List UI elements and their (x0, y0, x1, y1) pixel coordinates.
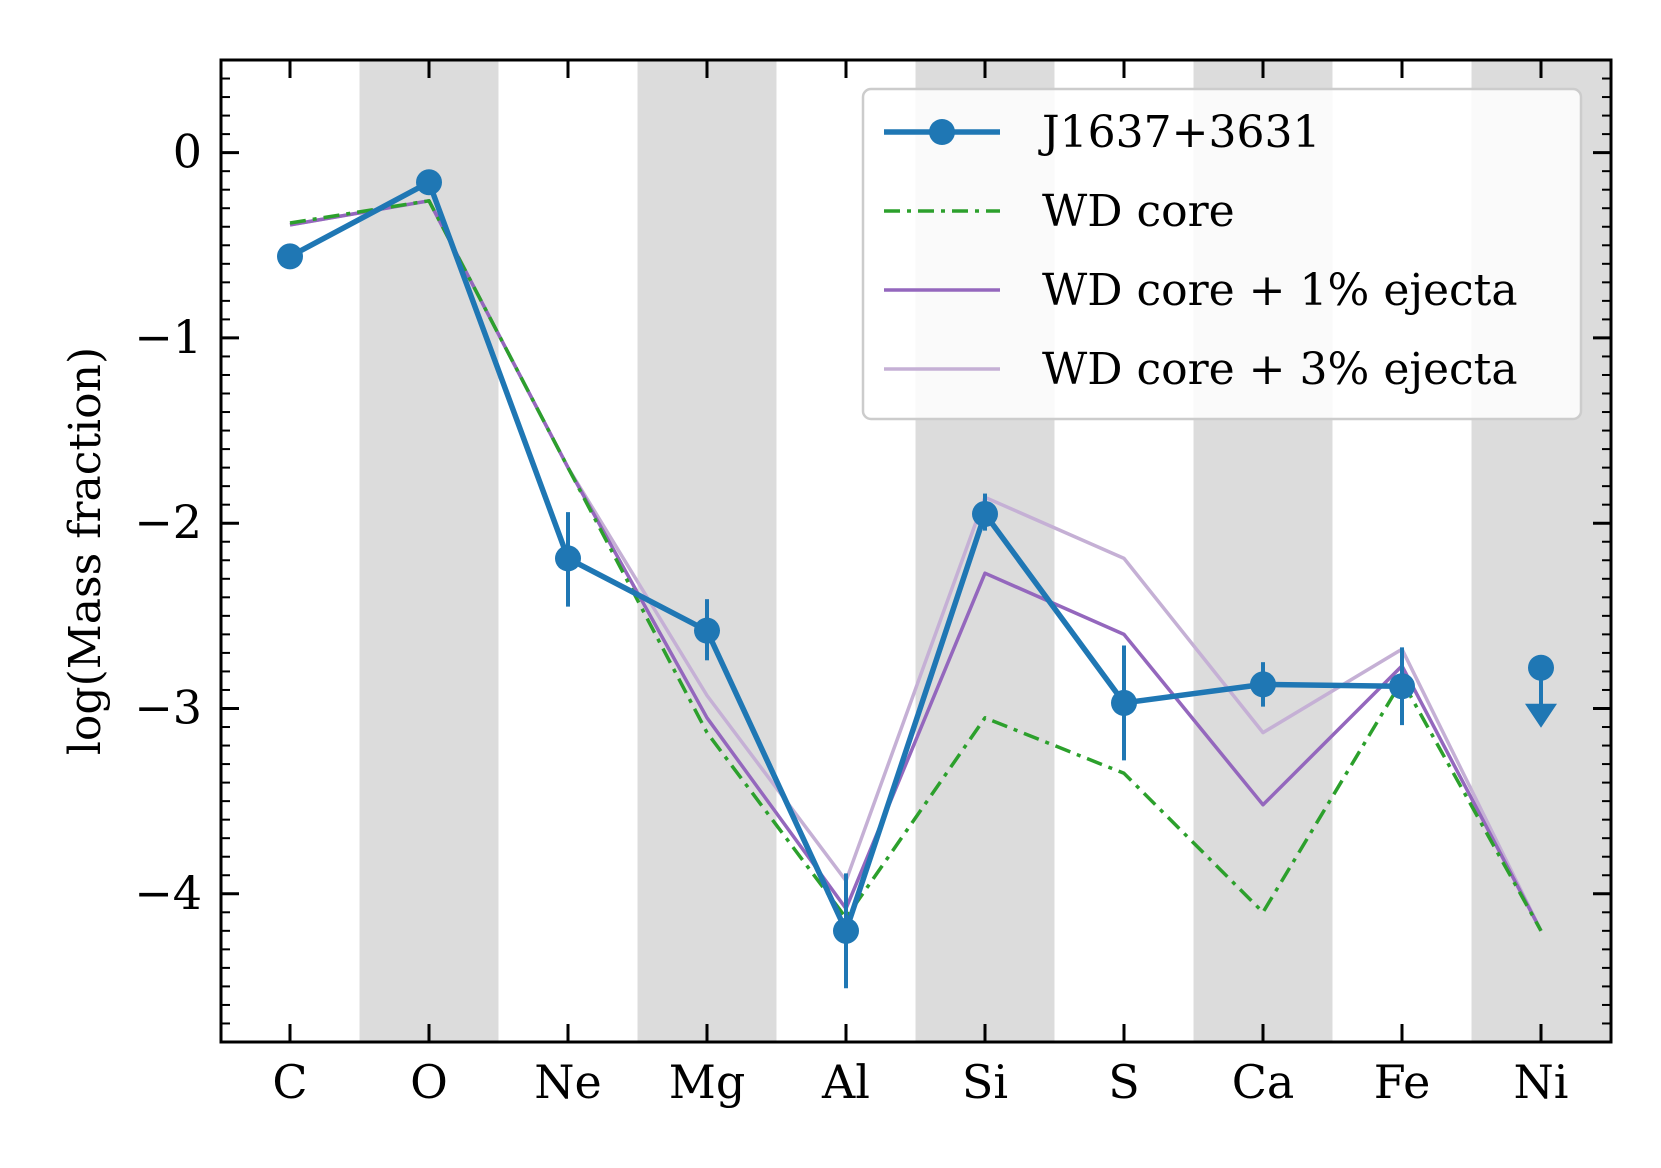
data-point-fe (1389, 673, 1415, 700)
x-tick-label-o: O (410, 1055, 448, 1109)
x-tick-label-c: C (272, 1055, 307, 1109)
legend-label-3: WD core + 3% ejecta (1042, 344, 1518, 395)
x-tick-label-ne: Ne (534, 1055, 601, 1109)
x-tick-label-si: Si (962, 1055, 1008, 1109)
y-tick-label: 0 (173, 125, 202, 179)
band-mg (637, 60, 777, 1042)
legend: J1637+3631 WD core WD core + 1% ejecta WD c… (861, 87, 1583, 421)
x-tick-label-fe: Fe (1374, 1055, 1431, 1109)
plot-frame (219, 58, 1613, 1044)
x-tick-labels: C O Ne Mg Al Si S Ca Fe Ni (272, 1055, 1568, 1109)
data-point-ne (555, 545, 581, 572)
y-tick-label: −3 (134, 680, 202, 734)
x-tick-label-ni: Ni (1514, 1055, 1569, 1109)
legend-box (861, 87, 1583, 421)
x-tick-label-mg: Mg (669, 1055, 746, 1109)
band-o (359, 60, 499, 1042)
data-point-c (277, 243, 303, 270)
y-tick-label: −4 (134, 866, 202, 920)
y-tick-labels: 0 −1 −2 −3 −4 (134, 125, 202, 920)
model-line-series-2 (289, 199, 1543, 932)
model-line-series-1 (289, 199, 1543, 932)
data-point-mg (694, 617, 720, 644)
data-point-si (972, 500, 998, 527)
legend-label-0: J1637+3631 (1038, 107, 1320, 158)
legend-marker (929, 119, 955, 145)
upper-limit-point (1528, 654, 1554, 681)
x-tick-label-s: S (1108, 1055, 1140, 1109)
y-tick-label: −1 (134, 310, 202, 364)
x-tick-label-al: Al (821, 1055, 870, 1109)
data-point-ca (1250, 671, 1276, 698)
x-tick-label-ca: Ca (1232, 1055, 1295, 1109)
y-tick-label: −2 (134, 495, 202, 549)
legend-label-1: WD core (1042, 186, 1235, 237)
upper-limit-arrow (1525, 703, 1557, 728)
series-lines (277, 169, 1557, 989)
y-axis-title: log(Mass fraction) (60, 347, 111, 755)
data-point-o (416, 169, 442, 196)
data-point-s (1111, 689, 1137, 716)
data-point-al (833, 917, 859, 944)
legend-label-2: WD core + 1% ejecta (1042, 265, 1518, 316)
